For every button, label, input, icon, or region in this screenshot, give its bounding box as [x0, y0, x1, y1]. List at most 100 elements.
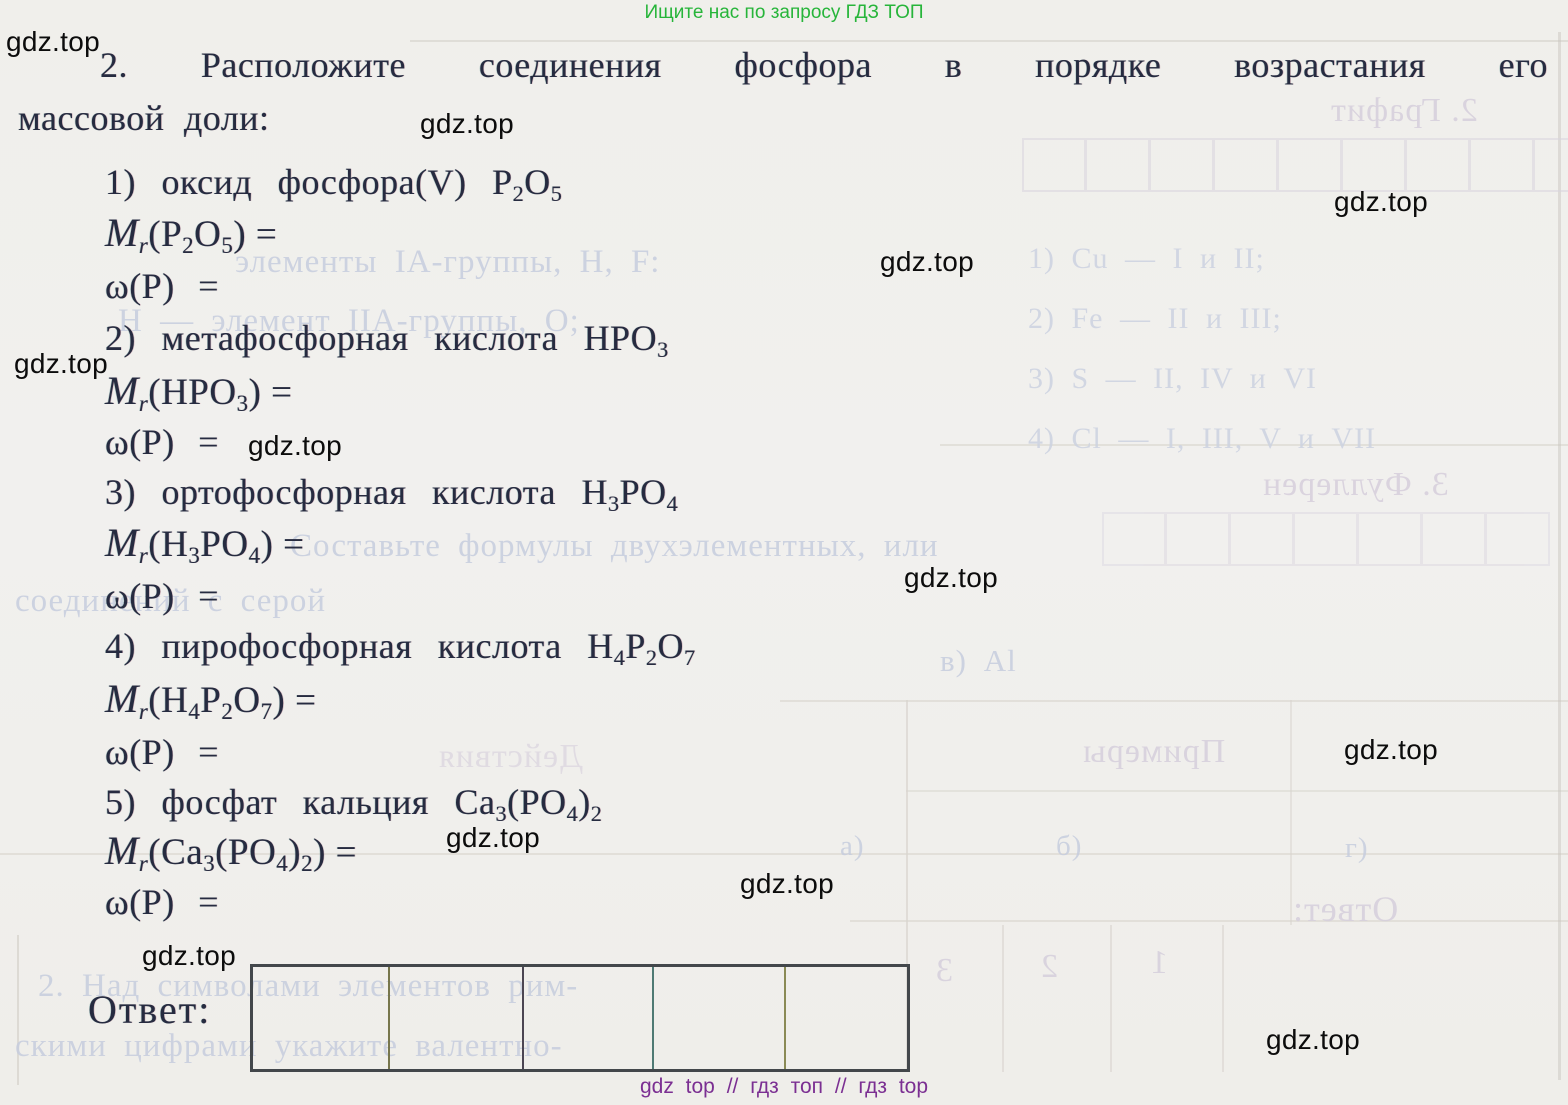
item-number: 4) — [105, 626, 136, 666]
item-number: 3) — [105, 472, 136, 512]
bleed-box — [1278, 138, 1342, 192]
divider — [1222, 925, 1224, 1072]
bleed-box-row — [1022, 138, 1568, 192]
bleed-text-mirrored: 1 — [1150, 944, 1168, 981]
bleed-text: Составьте формулы двухэлементных, или — [290, 528, 939, 564]
mr-expression: (H3PO4) = — [148, 524, 305, 568]
bleed-text: в) Al — [940, 643, 1017, 678]
watermark: gdz.top — [14, 348, 108, 379]
answer-cell-2 — [390, 967, 524, 1069]
bleed-box — [1534, 138, 1568, 192]
compound-item-2: 2) метафосфорная кислота HPO3 — [105, 317, 669, 362]
mr-symbol: M — [105, 676, 139, 721]
divider — [906, 790, 1568, 792]
answer-table — [250, 964, 910, 1072]
bleed-text: 4) Cl — I, III, V и VII — [1028, 422, 1377, 455]
answer-label: Ответ: — [88, 987, 212, 1032]
mr-line-2: Mr(HPO3) = — [105, 367, 293, 416]
divider — [780, 700, 1568, 702]
bleed-box — [1342, 138, 1406, 192]
task-title-line2: массовой доли: — [18, 98, 270, 138]
compound-item-5: 5) фосфат кальция Ca3(PO4)2 — [105, 781, 603, 826]
bleed-box — [1358, 512, 1422, 566]
bleed-text-mirrored: 2 — [1040, 948, 1058, 985]
compound-item-4: 4) пирофосфорная кислота H4P2O7 — [105, 625, 696, 670]
mr-symbol: M — [105, 210, 139, 255]
bleed-text: 3) S — II, IV и VI — [1028, 362, 1317, 395]
mr-symbol: M — [105, 520, 139, 565]
bleed-text-mirrored: 3. Фуллерен — [1262, 466, 1449, 503]
answer-cell-3 — [524, 967, 654, 1069]
bleed-text-mirrored: 2. Графит — [1330, 92, 1478, 129]
mr-line-1: Mr(P2O5) = — [105, 209, 278, 258]
bleed-box — [1422, 512, 1486, 566]
watermark: gdz.top — [1344, 734, 1438, 765]
divider — [0, 853, 1568, 855]
bleed-text-mirrored: Действия — [438, 738, 583, 775]
bleed-text: Н — элемент IIА-группы, О; — [118, 303, 580, 339]
mr-expression: (Ca3(PO4)2) = — [148, 832, 358, 876]
bleed-text: 2) Fe — II и III; — [1028, 302, 1282, 335]
bleed-box — [1150, 138, 1214, 192]
bleed-text: б) — [1056, 830, 1083, 862]
omega-line-2: ω(P) = — [105, 422, 219, 462]
watermark: gdz.top — [248, 430, 342, 461]
mr-subscript: r — [138, 698, 149, 724]
item-name: метафосфорная кислота — [161, 318, 559, 358]
bleed-text: 2. Над символами элементов рим- — [38, 968, 579, 1004]
divider — [1002, 925, 1004, 1072]
watermark: gdz.top — [880, 246, 974, 277]
divider — [850, 920, 1568, 922]
page-edge-shadow — [17, 935, 19, 1085]
mr-expression: (H4P2O7) = — [148, 680, 317, 724]
answer-cell-4 — [654, 967, 786, 1069]
bleed-box — [1214, 138, 1278, 192]
watermark: gdz.top — [904, 562, 998, 593]
item-name: ортофосфорная кислота — [161, 472, 556, 512]
bleed-text-mirrored: Ответ: — [1292, 889, 1399, 929]
bleed-box — [1022, 138, 1086, 192]
watermark: gdz.top — [142, 940, 236, 971]
omega-line-1: ω(P) = — [105, 266, 219, 306]
bleed-box — [1470, 138, 1534, 192]
item-number: 2) — [105, 318, 136, 358]
item-number: 5) — [105, 782, 136, 822]
page-edge-shadow — [1558, 32, 1561, 1080]
item-name: оксид фосфора(V) — [161, 162, 467, 202]
bleed-text: а) — [840, 830, 865, 862]
divider — [1290, 700, 1292, 925]
mr-symbol: M — [105, 828, 139, 873]
bleed-box — [1166, 512, 1230, 566]
watermark: gdz.top — [6, 26, 100, 57]
watermark: gdz.top — [446, 822, 540, 853]
bleed-box — [1086, 138, 1150, 192]
bleed-box — [1406, 138, 1470, 192]
mr-line-3: Mr(H3PO4) = — [105, 519, 305, 568]
bleed-text-mirrored: 3 — [935, 952, 953, 989]
omega-line-4: ω(P) = — [105, 732, 219, 772]
mr-subscript: r — [138, 390, 149, 416]
divider — [906, 700, 908, 1072]
bleed-text: г) — [1345, 832, 1369, 864]
task-title-line1: 2. Расположите соединения фосфора в поря… — [100, 45, 1548, 85]
mr-subscript: r — [138, 850, 149, 876]
mr-symbol: M — [105, 368, 139, 413]
item-formula: HPO3 — [583, 318, 669, 362]
item-formula: H4P2O7 — [587, 626, 696, 670]
compound-item-3: 3) ортофосфорная кислота H3PO4 — [105, 471, 679, 516]
bleed-box — [1294, 512, 1358, 566]
watermark: gdz.top — [420, 108, 514, 139]
watermark: gdz.top — [1334, 186, 1428, 217]
mr-line-4: Mr(H4P2O7) = — [105, 675, 317, 724]
mr-expression: (P2O5) = — [148, 214, 278, 258]
promo-footer: gdz top // гдз топ // гдз top — [639, 1075, 929, 1098]
promo-header: Ищите нас по запросу ГДЗ ТОП — [644, 2, 924, 23]
item-formula: H3PO4 — [581, 472, 679, 516]
item-formula: Ca3(PO4)2 — [454, 782, 603, 826]
bleed-text: элементы IA-группы, H, F: — [235, 244, 661, 280]
item-formula: P2O5 — [492, 162, 563, 206]
answer-cell-5 — [786, 967, 907, 1069]
divider — [1110, 925, 1112, 1072]
bleed-box — [1486, 512, 1550, 566]
bleed-text: 1) Cu — I и II; — [1028, 242, 1265, 275]
